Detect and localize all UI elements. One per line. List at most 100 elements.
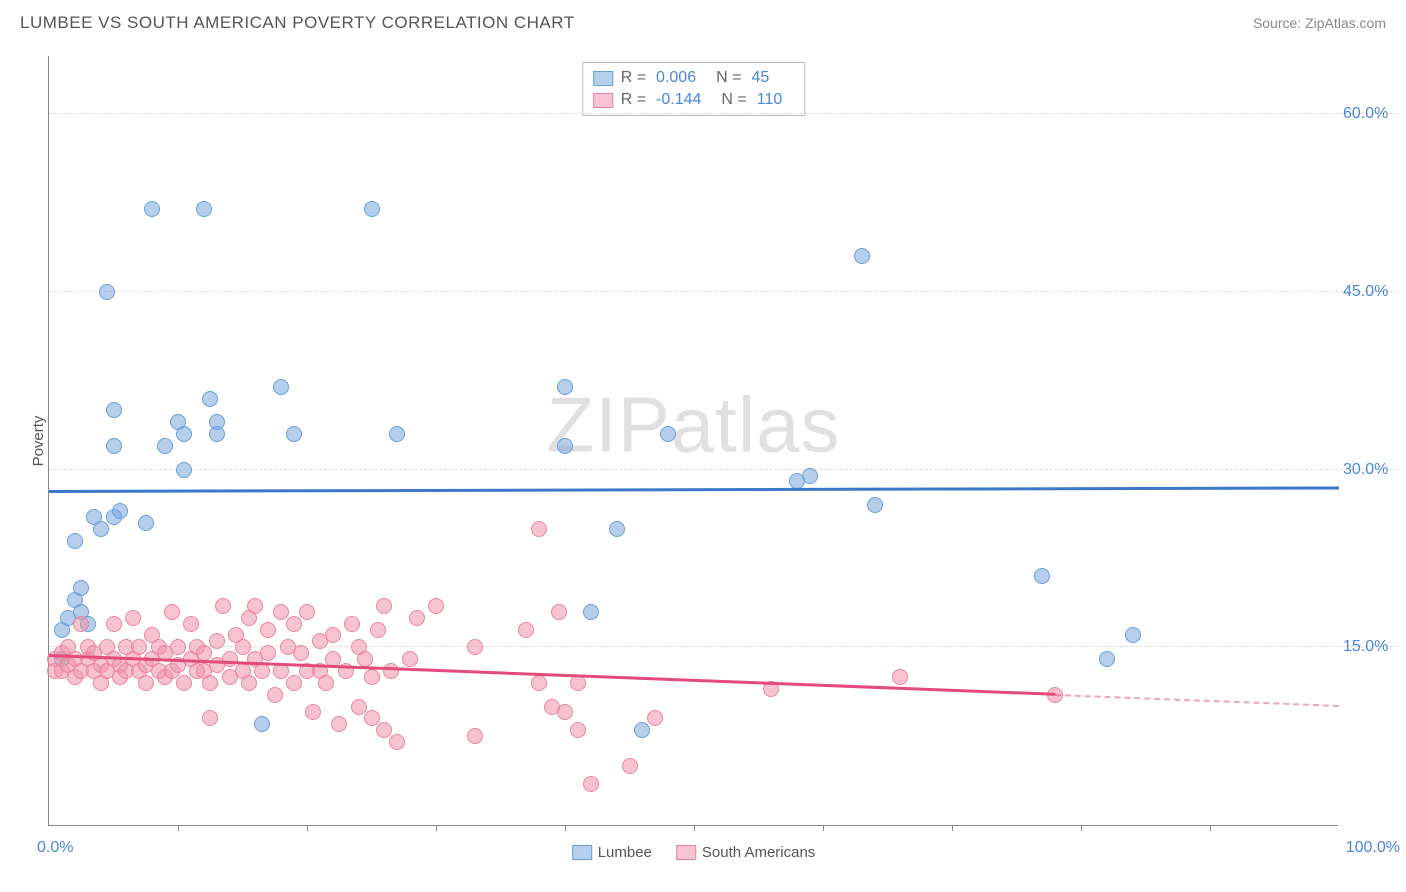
x-tick — [823, 825, 824, 831]
stat-n-value: 110 — [757, 91, 783, 109]
data-point — [331, 716, 347, 732]
data-point — [260, 622, 276, 638]
data-point — [854, 248, 870, 264]
y-tick-label: 45.0% — [1343, 283, 1398, 301]
stat-r-label: R = — [621, 91, 646, 109]
data-point — [531, 675, 547, 691]
data-point — [106, 438, 122, 454]
data-point — [402, 651, 418, 667]
data-point — [364, 669, 380, 685]
data-point — [383, 663, 399, 679]
data-point — [622, 758, 638, 774]
x-tick — [436, 825, 437, 831]
legend-swatch — [593, 71, 613, 86]
y-tick-label: 30.0% — [1343, 461, 1398, 479]
data-point — [260, 645, 276, 661]
data-point — [176, 426, 192, 442]
chart-title: LUMBEE VS SOUTH AMERICAN POVERTY CORRELA… — [20, 13, 575, 33]
legend-swatch — [593, 93, 613, 108]
data-point — [286, 616, 302, 632]
data-point — [247, 598, 263, 614]
source-link[interactable]: ZipAtlas.com — [1305, 15, 1386, 31]
data-point — [106, 616, 122, 632]
data-point — [409, 610, 425, 626]
data-point — [389, 426, 405, 442]
data-point — [467, 639, 483, 655]
x-tick — [178, 825, 179, 831]
data-point — [325, 627, 341, 643]
source-prefix: Source: — [1253, 15, 1305, 31]
data-point — [660, 426, 676, 442]
data-point — [222, 651, 238, 667]
data-point — [370, 622, 386, 638]
watermark: ZIPatlas — [546, 380, 840, 471]
stats-legend-row: R =-0.144N =110 — [593, 89, 795, 111]
x-tick — [1210, 825, 1211, 831]
data-point — [428, 598, 444, 614]
legend-label: South Americans — [702, 844, 815, 861]
chart-header: LUMBEE VS SOUTH AMERICAN POVERTY CORRELA… — [0, 0, 1406, 46]
legend-swatch — [676, 845, 696, 860]
data-point — [389, 734, 405, 750]
data-point — [138, 675, 154, 691]
data-point — [376, 722, 392, 738]
data-point — [1125, 627, 1141, 643]
stat-n-label: N = — [716, 69, 741, 87]
data-point — [570, 722, 586, 738]
gridline — [49, 113, 1398, 114]
y-tick-label: 60.0% — [1343, 105, 1398, 123]
data-point — [583, 604, 599, 620]
data-point — [196, 201, 212, 217]
data-point — [286, 675, 302, 691]
data-point — [209, 426, 225, 442]
data-point — [634, 722, 650, 738]
data-point — [357, 651, 373, 667]
data-point — [106, 402, 122, 418]
x-tick — [1081, 825, 1082, 831]
data-point — [551, 604, 567, 620]
data-point — [609, 521, 625, 537]
data-point — [176, 462, 192, 478]
data-point — [267, 687, 283, 703]
data-point — [557, 438, 573, 454]
data-point — [376, 598, 392, 614]
y-tick-label: 15.0% — [1343, 638, 1398, 656]
stat-n-value: 45 — [751, 69, 769, 87]
legend-swatch — [572, 845, 592, 860]
stat-r-value: 0.006 — [656, 69, 696, 87]
legend-item: South Americans — [676, 844, 815, 861]
legend-item: Lumbee — [572, 844, 652, 861]
data-point — [202, 391, 218, 407]
data-point — [170, 639, 186, 655]
data-point — [164, 604, 180, 620]
data-point — [138, 515, 154, 531]
data-point — [73, 616, 89, 632]
x-tick — [307, 825, 308, 831]
data-point — [202, 675, 218, 691]
data-point — [318, 675, 334, 691]
data-point — [647, 710, 663, 726]
trend-line — [49, 487, 1339, 494]
data-point — [518, 622, 534, 638]
data-point — [802, 468, 818, 484]
data-point — [583, 776, 599, 792]
data-point — [241, 675, 257, 691]
stat-r-label: R = — [621, 69, 646, 87]
data-point — [364, 201, 380, 217]
data-point — [273, 604, 289, 620]
data-point — [305, 704, 321, 720]
series-legend: Lumbee South Americans — [572, 844, 816, 861]
data-point — [125, 610, 141, 626]
data-point — [254, 716, 270, 732]
data-point — [867, 497, 883, 513]
data-point — [131, 639, 147, 655]
data-point — [73, 580, 89, 596]
data-point — [351, 699, 367, 715]
y-axis-title: Poverty — [30, 415, 47, 466]
data-point — [215, 598, 231, 614]
data-point — [235, 639, 251, 655]
data-point — [93, 521, 109, 537]
data-point — [344, 616, 360, 632]
watermark-atlas: atlas — [671, 381, 841, 469]
data-point — [557, 704, 573, 720]
